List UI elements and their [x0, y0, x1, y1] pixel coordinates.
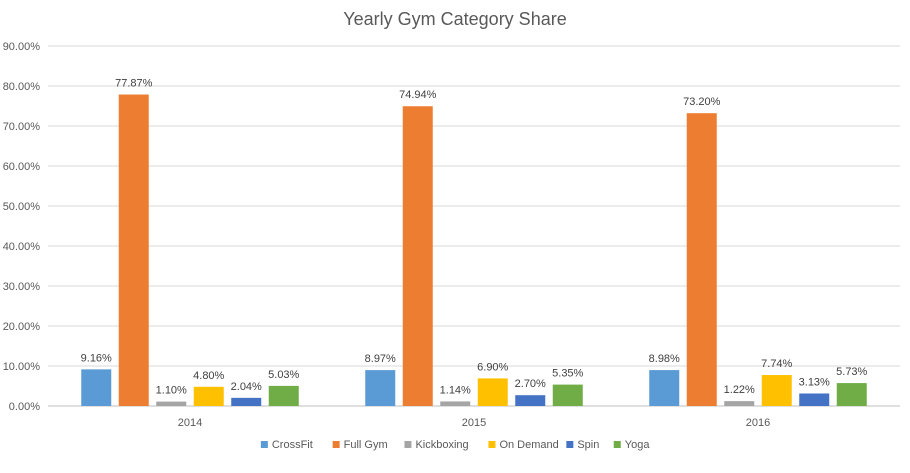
y-tick-label: 70.00%: [3, 121, 41, 133]
x-axis-ticks: 2014 2015 2016: [178, 417, 770, 429]
data-label: 2.04%: [231, 381, 262, 393]
y-tick-label: 40.00%: [3, 241, 41, 253]
legend-swatch: [613, 441, 621, 448]
bar-spin: [515, 395, 546, 406]
data-label: 73.20%: [683, 96, 721, 108]
bar-kickboxing: [156, 401, 187, 406]
data-label: 5.03%: [268, 369, 299, 381]
y-tick-label: 10.00%: [3, 361, 41, 373]
y-tick-label: 60.00%: [3, 161, 41, 173]
data-label: 4.80%: [193, 370, 224, 382]
data-label: 8.98%: [649, 353, 680, 365]
data-label: 5.73%: [836, 366, 867, 378]
legend-label: Yoga: [625, 439, 651, 451]
legend-label: CrossFit: [272, 439, 313, 451]
y-axis-ticks: 0.00% 10.00% 20.00% 30.00% 40.00% 50.00% 60.00…: [3, 41, 41, 413]
bar-on-demand: [193, 386, 224, 406]
bars: [81, 94, 867, 407]
bar-crossfit: [81, 369, 112, 406]
x-tick-label: 2016: [746, 417, 770, 429]
data-label: 1.14%: [440, 384, 471, 396]
data-label: 8.97%: [365, 353, 396, 365]
chart-title: Yearly Gym Category Share: [343, 9, 566, 29]
legend-swatch: [566, 441, 574, 448]
bar-full-gym: [402, 106, 433, 407]
y-tick-label: 90.00%: [3, 41, 41, 53]
data-label: 77.87%: [115, 78, 153, 90]
y-tick-label: 0.00%: [9, 401, 40, 413]
data-label: 74.94%: [399, 89, 437, 101]
y-tick-label: 20.00%: [3, 321, 41, 333]
legend-swatch: [488, 441, 496, 448]
data-label: 3.13%: [799, 376, 830, 388]
bar-spin: [799, 393, 830, 406]
y-tick-label: 50.00%: [3, 201, 41, 213]
bar-crossfit: [365, 370, 396, 406]
bar-spin: [231, 397, 262, 406]
legend-label: Kickboxing: [415, 439, 468, 451]
bar-yoga: [268, 385, 299, 406]
legend-swatch: [332, 441, 340, 448]
legend-label: Full Gym: [344, 439, 388, 451]
data-label: 1.10%: [156, 385, 187, 397]
bar-kickboxing: [440, 401, 471, 406]
data-label: 1.22%: [724, 384, 755, 396]
x-tick-label: 2015: [462, 417, 486, 429]
x-tick-label: 2014: [178, 417, 202, 429]
legend-label: Spin: [577, 439, 599, 451]
bar-yoga: [552, 384, 583, 406]
y-tick-label: 30.00%: [3, 281, 41, 293]
legend-swatch: [404, 441, 412, 448]
y-tick-label: 80.00%: [3, 81, 41, 93]
bar-kickboxing: [724, 401, 755, 406]
gridlines: [48, 45, 900, 407]
bar-crossfit: [649, 370, 680, 406]
data-label: 2.70%: [515, 378, 546, 390]
data-labels: 9.16% 77.87% 1.10% 4.80% 2.04% 5.03% 8.97% 74.9…: [81, 78, 868, 397]
bar-yoga: [836, 383, 867, 406]
data-label: 6.90%: [477, 361, 508, 373]
bar-on-demand: [477, 378, 508, 406]
data-label: 5.35%: [552, 368, 583, 380]
bar-full-gym: [118, 94, 149, 407]
data-label: 7.74%: [761, 358, 792, 370]
legend: CrossFit Full Gym Kickboxing On Demand Spin Y…: [260, 439, 651, 451]
bar-full-gym: [686, 113, 717, 406]
legend-swatch: [260, 441, 268, 448]
data-label: 9.16%: [81, 352, 112, 364]
bar-on-demand: [761, 375, 792, 406]
legend-label: On Demand: [499, 439, 558, 451]
